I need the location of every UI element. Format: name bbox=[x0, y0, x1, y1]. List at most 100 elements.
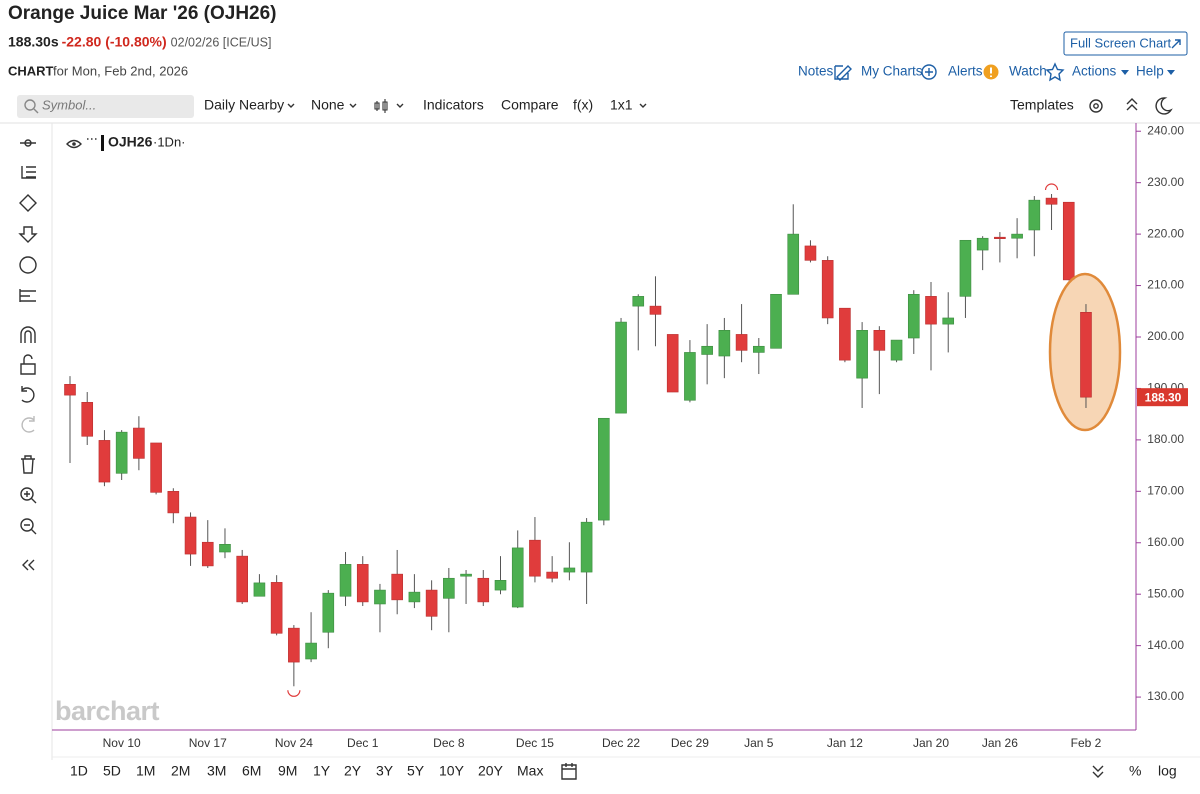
candle-body bbox=[1080, 312, 1092, 398]
candle-body bbox=[339, 564, 352, 597]
candle-body bbox=[288, 627, 300, 663]
toolbar-item[interactable]: f(x) bbox=[573, 97, 593, 113]
tool-line[interactable] bbox=[20, 139, 36, 147]
period-button[interactable]: 1Y bbox=[313, 763, 331, 779]
x-tick-label: Dec 1 bbox=[347, 736, 379, 750]
nav-item[interactable]: Actions bbox=[1072, 64, 1117, 79]
x-tick-label: Nov 17 bbox=[189, 736, 227, 750]
toolbar-item[interactable]: 1x1 bbox=[610, 97, 633, 113]
tool-zoom-out[interactable] bbox=[20, 518, 34, 532]
candle-body bbox=[546, 571, 558, 579]
candle-body bbox=[615, 321, 627, 414]
candle-body bbox=[305, 642, 317, 660]
candle-body bbox=[494, 580, 507, 591]
high-marker bbox=[1044, 183, 1059, 191]
nav-item[interactable]: Watch bbox=[1009, 64, 1047, 79]
x-tick-label: Jan 5 bbox=[744, 736, 774, 750]
legend-interval: ·1Dn· bbox=[153, 134, 186, 149]
period-button[interactable]: Max bbox=[517, 763, 543, 779]
candle-body bbox=[994, 236, 1006, 239]
period-button[interactable]: 1M bbox=[136, 763, 155, 779]
candle-body bbox=[529, 539, 541, 577]
settings-icon[interactable] bbox=[1089, 99, 1103, 113]
tool-shape[interactable] bbox=[19, 194, 37, 212]
y-tick-label: 210.00 bbox=[1147, 278, 1184, 292]
period-button[interactable]: 20Y bbox=[478, 763, 504, 779]
plot: 130.00140.00150.00160.00170.00180.00190.… bbox=[64, 123, 1184, 750]
nav-item[interactable]: My Charts bbox=[861, 64, 923, 79]
candle-body bbox=[443, 577, 455, 599]
y-tick-label: 170.00 bbox=[1147, 483, 1184, 497]
tool-counter[interactable] bbox=[19, 256, 37, 274]
period-button[interactable]: 10Y bbox=[439, 763, 465, 779]
x-tick-label: Jan 26 bbox=[982, 736, 1018, 750]
period-button[interactable]: 3Y bbox=[376, 763, 394, 779]
full-screen-label[interactable]: Full Screen Chart bbox=[1070, 35, 1172, 50]
tool-undo[interactable] bbox=[21, 386, 35, 403]
x-tick-label: Jan 12 bbox=[827, 736, 863, 750]
candle-body bbox=[666, 334, 679, 393]
nav-item[interactable]: Alerts bbox=[948, 64, 983, 79]
y-tick-label: 220.00 bbox=[1147, 226, 1184, 240]
tool-arrow[interactable] bbox=[18, 226, 38, 243]
candle-body bbox=[942, 317, 955, 325]
candle-body bbox=[236, 555, 248, 603]
candle-body bbox=[804, 245, 817, 261]
full-screen-button[interactable] bbox=[1063, 31, 1188, 56]
chart-type-icon[interactable] bbox=[374, 99, 388, 113]
search-handle bbox=[33, 108, 39, 114]
candle-body bbox=[115, 431, 128, 474]
toolbar-item[interactable]: Indicators bbox=[423, 97, 484, 113]
scale-option[interactable]: % bbox=[1129, 763, 1141, 779]
tool-magnet[interactable] bbox=[20, 326, 36, 343]
toolbar-item[interactable]: Daily Nearby bbox=[204, 97, 284, 113]
symbol-input[interactable] bbox=[17, 95, 194, 118]
period-button[interactable]: 5Y bbox=[407, 763, 425, 779]
candle-body bbox=[701, 345, 713, 355]
candle-body bbox=[821, 260, 834, 319]
add-icon-plus bbox=[925, 68, 933, 76]
candle-body bbox=[1011, 233, 1023, 239]
toolbar-item[interactable]: Compare bbox=[501, 97, 559, 113]
nav-item[interactable]: Notes bbox=[798, 64, 834, 79]
tool-lock[interactable] bbox=[20, 354, 36, 375]
candle-body bbox=[925, 296, 937, 325]
period-button[interactable]: 6M bbox=[242, 763, 261, 779]
period-button[interactable]: 1D bbox=[70, 763, 88, 779]
eye-icon[interactable] bbox=[66, 139, 82, 149]
candle-body bbox=[1045, 197, 1058, 205]
tool-delete[interactable] bbox=[21, 455, 35, 474]
candle-body bbox=[598, 417, 610, 521]
chart-label: CHART bbox=[8, 63, 54, 78]
expand-down-icon[interactable] bbox=[1092, 765, 1104, 778]
period-button[interactable]: 5D bbox=[103, 763, 121, 779]
calendar-icon[interactable] bbox=[561, 763, 577, 780]
toolbar-item[interactable]: None bbox=[311, 97, 345, 113]
templates[interactable]: Templates bbox=[1010, 97, 1074, 113]
candle-body bbox=[167, 491, 180, 514]
theme-icon[interactable] bbox=[1155, 97, 1173, 115]
title: Orange Juice Mar '26 (OJH26) bbox=[8, 3, 277, 24]
candle-body bbox=[356, 564, 369, 603]
low-marker bbox=[287, 690, 301, 697]
tool-zoom-in[interactable] bbox=[20, 487, 34, 501]
scale-option[interactable]: log bbox=[1158, 763, 1177, 779]
tool-fib[interactable] bbox=[21, 166, 36, 179]
tool-redo[interactable] bbox=[21, 416, 35, 433]
last-price-label: 188.30 bbox=[1145, 390, 1182, 404]
period-button[interactable]: 3M bbox=[207, 763, 226, 779]
candle-body bbox=[477, 577, 490, 603]
help-caret bbox=[1167, 70, 1175, 75]
period-button[interactable]: 2M bbox=[171, 763, 190, 779]
period-button[interactable]: 9M bbox=[278, 763, 297, 779]
collapse-icon[interactable] bbox=[1126, 98, 1138, 111]
tool-measure[interactable] bbox=[19, 289, 36, 302]
y-tick-label: 240.00 bbox=[1147, 123, 1184, 137]
y-tick-label: 230.00 bbox=[1147, 175, 1184, 189]
dropdown-caret bbox=[396, 103, 404, 108]
tool-collapse[interactable] bbox=[22, 559, 35, 571]
nav-item[interactable]: Help bbox=[1136, 64, 1164, 79]
y-tick-label: 140.00 bbox=[1147, 638, 1184, 652]
dropdown-caret bbox=[639, 103, 647, 108]
period-button[interactable]: 2Y bbox=[344, 763, 362, 779]
